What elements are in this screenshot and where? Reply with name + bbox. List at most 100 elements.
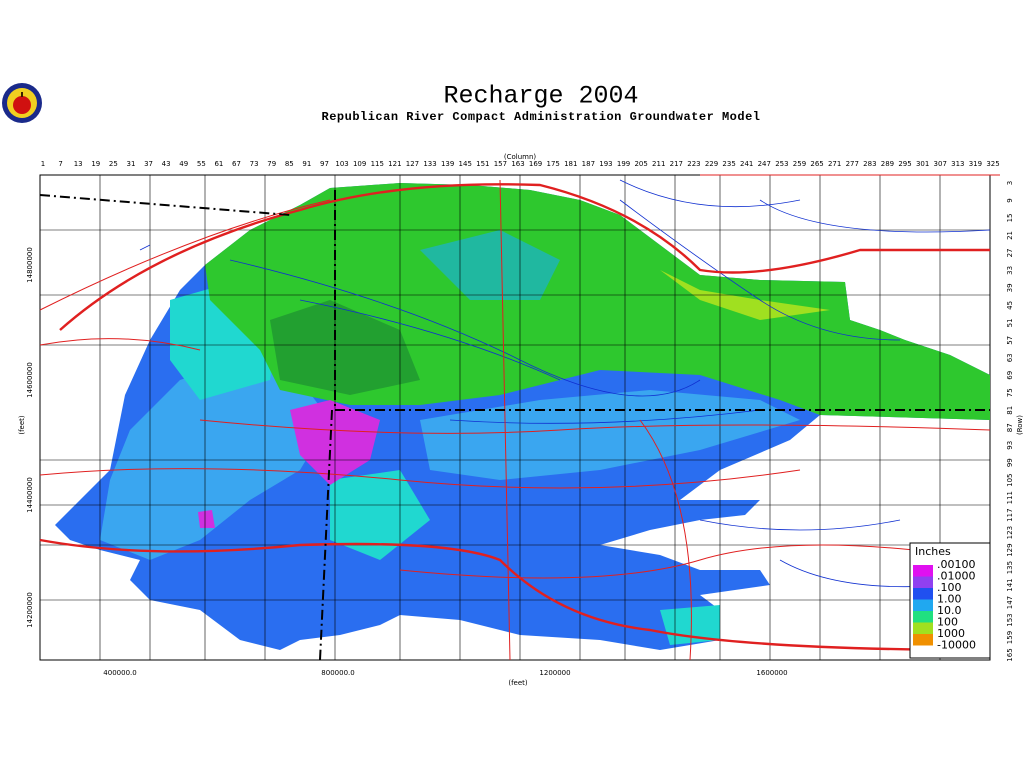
row-label: 57: [1006, 336, 1014, 345]
x-label: 800000.0: [321, 669, 354, 677]
row-label: 3: [1006, 181, 1014, 185]
column-label: 85: [285, 160, 294, 168]
column-label: 13: [74, 160, 83, 168]
column-label: 325: [986, 160, 999, 168]
column-label: 253: [775, 160, 788, 168]
column-label: 205: [634, 160, 647, 168]
column-label: 103: [335, 160, 348, 168]
row-label: 69: [1006, 371, 1014, 380]
legend-swatch: [913, 588, 933, 600]
row-label: 63: [1006, 353, 1014, 362]
row-label: 153: [1006, 613, 1014, 626]
column-label: 109: [353, 160, 366, 168]
column-label: 151: [476, 160, 489, 168]
column-label: 199: [617, 160, 630, 168]
column-label: 61: [214, 160, 223, 168]
row-label: 21: [1006, 231, 1014, 240]
column-label: 55: [197, 160, 206, 168]
column-label: 121: [388, 160, 401, 168]
row-label: 99: [1006, 458, 1014, 467]
row-label: 141: [1006, 578, 1014, 591]
column-label: 241: [740, 160, 753, 168]
legend-label: .100: [937, 581, 962, 594]
column-label: 229: [705, 160, 718, 168]
row-label: 147: [1006, 596, 1014, 609]
row-label: 51: [1006, 318, 1014, 327]
column-label: 79: [267, 160, 276, 168]
legend-swatch: [913, 634, 933, 646]
legend-label: -10000: [937, 639, 976, 652]
column-label: 97: [320, 160, 329, 168]
column-label: 43: [162, 160, 171, 168]
y-label: 14800000: [26, 247, 34, 283]
legend-label: 1.00: [937, 593, 962, 606]
row-label: 129: [1006, 543, 1014, 556]
column-label: 175: [546, 160, 559, 168]
column-label: 49: [179, 160, 188, 168]
legend-label: 10.0: [937, 604, 962, 617]
column-label: 91: [302, 160, 311, 168]
legend-label: 100: [937, 616, 958, 629]
row-label: 159: [1006, 631, 1014, 644]
y-label: 14600000: [26, 362, 34, 398]
legend-label: 1000: [937, 627, 965, 640]
row-label: 39: [1006, 283, 1014, 292]
row-label: 15: [1006, 214, 1014, 223]
column-label: 73: [250, 160, 259, 168]
column-title: (Column): [504, 153, 537, 161]
legend-swatch: [913, 576, 933, 588]
column-label: 115: [371, 160, 384, 168]
legend-label: .00100: [937, 558, 976, 571]
column-label: 7: [58, 160, 62, 168]
column-label: 307: [934, 160, 947, 168]
row-label: 75: [1006, 388, 1014, 397]
column-label: 169: [529, 160, 542, 168]
column-label: 247: [758, 160, 771, 168]
column-label: 217: [670, 160, 683, 168]
column-label: 187: [582, 160, 595, 168]
x-label: 1600000: [756, 669, 787, 677]
subtitle: Republican River Compact Administration …: [322, 110, 761, 124]
map: [39, 174, 1000, 661]
row-label: 45: [1006, 301, 1014, 310]
x-label: 400000.0: [103, 669, 136, 677]
row-label: 87: [1006, 423, 1014, 432]
column-label: 223: [687, 160, 700, 168]
y-title: (feet): [18, 415, 26, 435]
column-label: 139: [441, 160, 454, 168]
y-label: 14200000: [26, 592, 34, 628]
column-label: 157: [494, 160, 507, 168]
column-label: 163: [511, 160, 524, 168]
column-label: 133: [423, 160, 436, 168]
legend-swatch: [913, 565, 933, 577]
column-label: 259: [793, 160, 806, 168]
logo: [2, 83, 42, 123]
row-title: (Row): [1016, 415, 1024, 435]
row-label: 117: [1006, 508, 1014, 521]
row-label: 81: [1006, 406, 1014, 415]
column-label: 271: [828, 160, 841, 168]
column-label: 1: [41, 160, 45, 168]
title: Recharge 2004: [443, 82, 638, 111]
y-label: 14400000: [26, 477, 34, 513]
column-label: 31: [127, 160, 136, 168]
column-label: 37: [144, 160, 153, 168]
legend: Inches .00100.01000.1001.0010.01001000-1…: [909, 542, 991, 659]
column-label: 145: [459, 160, 472, 168]
row-label: 105: [1006, 473, 1014, 486]
legend-label: .01000: [937, 570, 976, 583]
column-label: 211: [652, 160, 665, 168]
row-label: 27: [1006, 248, 1014, 257]
row-label: 111: [1006, 491, 1014, 504]
column-label: 235: [722, 160, 735, 168]
column-label: 19: [91, 160, 100, 168]
x-label: 1200000: [539, 669, 570, 677]
column-label: 301: [916, 160, 929, 168]
row-label: 135: [1006, 561, 1014, 574]
column-label: 283: [863, 160, 876, 168]
column-label: 277: [846, 160, 859, 168]
row-label: 33: [1006, 266, 1014, 275]
column-label: 289: [881, 160, 894, 168]
row-label: 165: [1006, 648, 1014, 661]
